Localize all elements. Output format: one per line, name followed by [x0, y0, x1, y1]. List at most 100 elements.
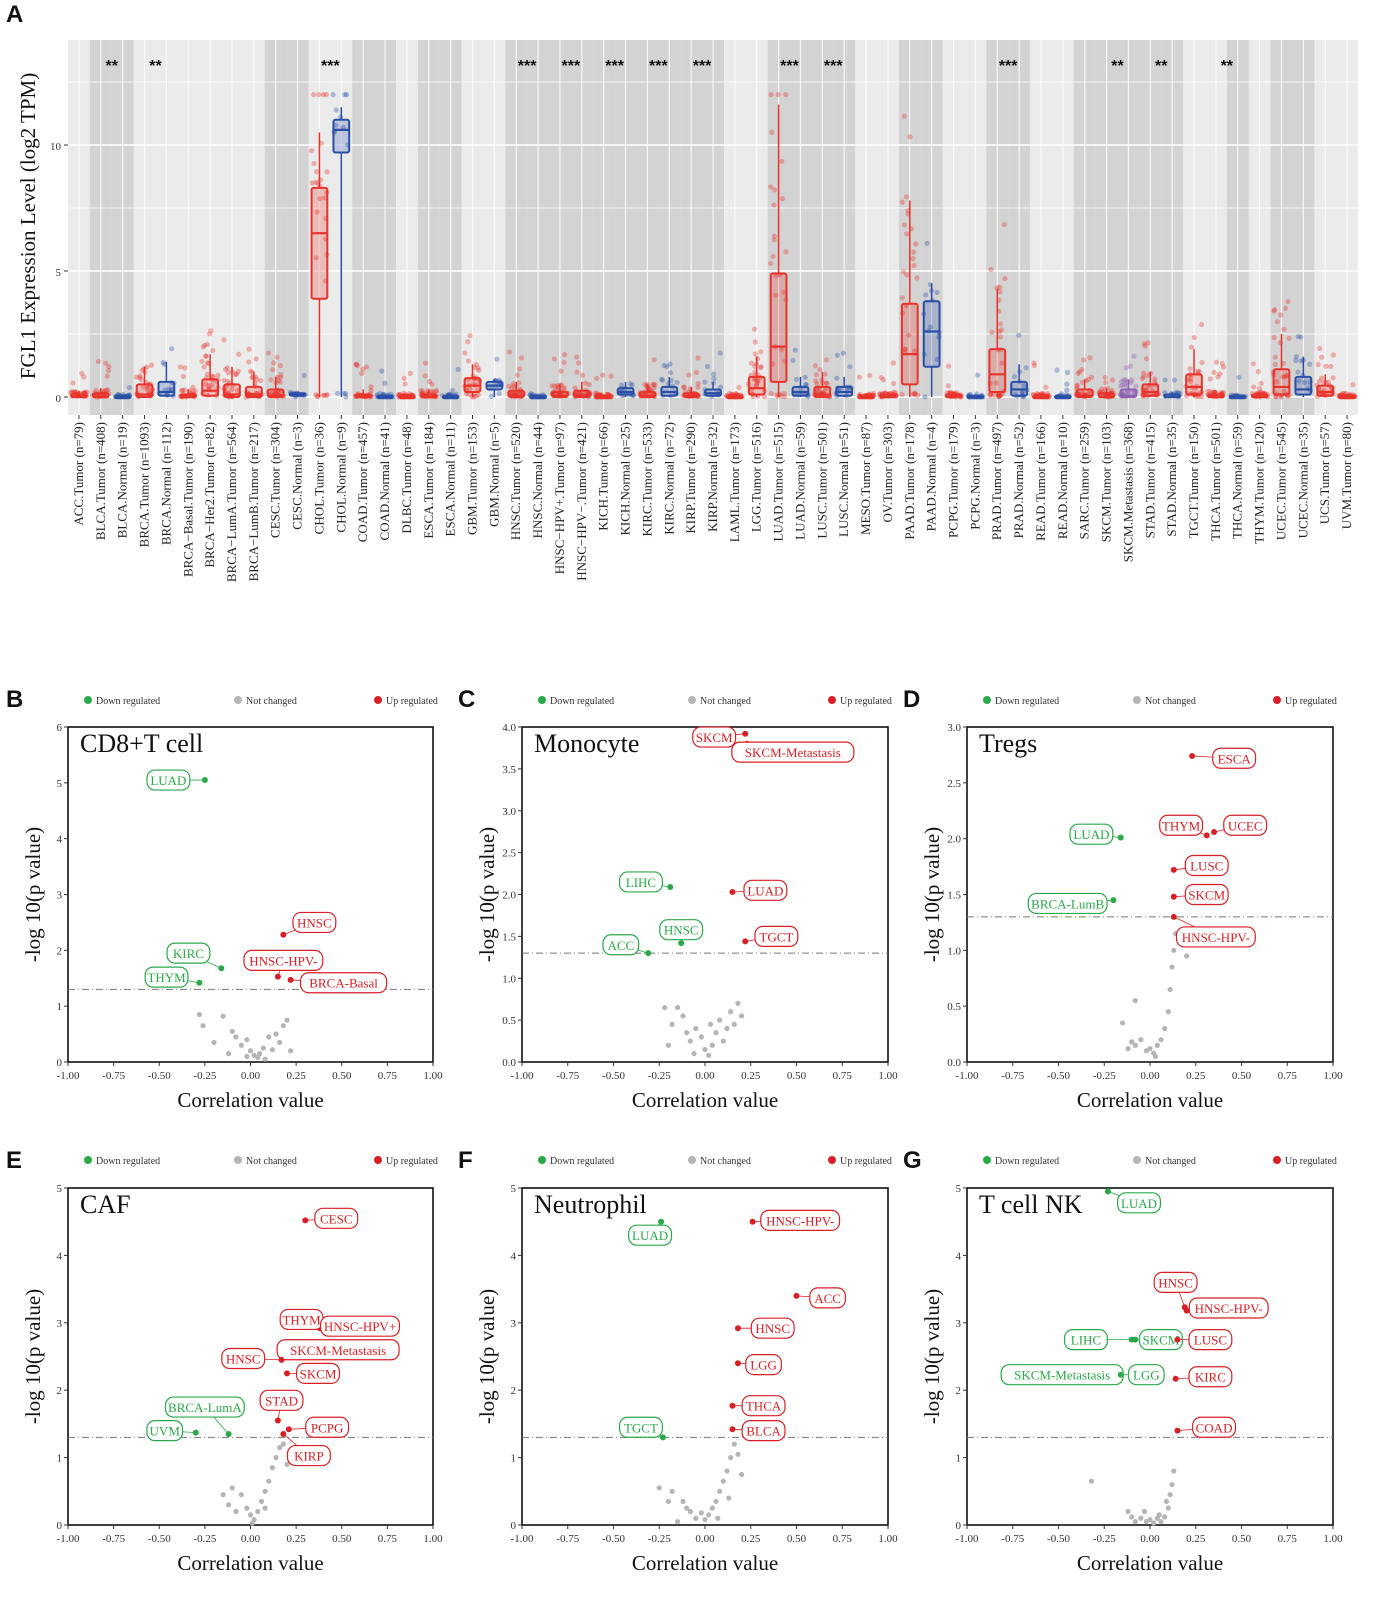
- not-changed-point: [260, 1045, 266, 1051]
- data-point: [674, 379, 680, 385]
- legend: Down regulated Not changed Up regulated: [538, 1156, 892, 1167]
- not-changed-point: [1132, 997, 1138, 1004]
- data-point: [1131, 353, 1137, 359]
- y-tick-label: 0: [57, 1057, 63, 1069]
- x-tick-label: -0.50: [602, 1533, 625, 1545]
- down-regulated-point: [1132, 1336, 1139, 1343]
- data-point: [923, 292, 929, 298]
- x-tick-label: -0.50: [602, 1070, 625, 1082]
- data-point: [419, 388, 426, 394]
- not-changed-point: [1171, 1468, 1177, 1474]
- not-changed-point: [284, 1461, 290, 1467]
- point-label-box: [296, 1362, 341, 1384]
- data-point: [778, 392, 784, 398]
- data-point: [277, 379, 283, 385]
- legend-marker-up: [374, 1156, 382, 1164]
- category-label: KICH.Tumor (n=66): [596, 422, 611, 531]
- y-tick-label: 0: [511, 1520, 517, 1532]
- data-point: [363, 364, 370, 370]
- volcano-panels: B Down regulated Not changed Up regulatedCD…: [6, 686, 1343, 1575]
- box-51: [1185, 373, 1203, 396]
- point-label-box: [760, 1209, 841, 1231]
- x-tick-label: 0.00: [695, 1070, 715, 1082]
- down-regulated-point: [1104, 1188, 1111, 1195]
- not-changed-point: [211, 1039, 217, 1046]
- data-point: [907, 134, 913, 140]
- not-changed-point: [226, 1502, 232, 1508]
- not-changed-point: [662, 1004, 668, 1011]
- not-changed-point: [691, 1051, 697, 1057]
- data-point: [177, 364, 183, 370]
- not-changed-point: [200, 1023, 206, 1029]
- data-point: [1317, 345, 1323, 351]
- not-changed-point: [709, 1042, 715, 1048]
- data-point: [1323, 363, 1329, 369]
- data-point: [726, 390, 733, 396]
- data-point: [1316, 378, 1323, 384]
- data-point: [1118, 383, 1124, 389]
- not-changed-point: [262, 1488, 268, 1494]
- data-point: [1274, 319, 1280, 325]
- plot-frame: [521, 726, 889, 1063]
- data-point: [1103, 380, 1109, 386]
- point-label: HNSC-HPV+: [324, 1319, 396, 1334]
- box-42: [988, 348, 1007, 393]
- point-label: TGCT: [624, 1420, 658, 1435]
- not-changed-point: [674, 1519, 681, 1525]
- data-point: [572, 385, 578, 391]
- x-tick-label: -1.00: [57, 1070, 80, 1082]
- down-regulated-point: [225, 1431, 232, 1438]
- legend-marker-down: [983, 1156, 991, 1164]
- significance-marker: **: [1155, 58, 1168, 75]
- point-label-box: [743, 879, 788, 901]
- legend-label-none: Not changed: [246, 1156, 297, 1167]
- point-label-box: [1184, 883, 1229, 906]
- y-tick-label: 3.5: [502, 764, 516, 776]
- legend-label-none: Not changed: [700, 1156, 751, 1167]
- volcano-panel-g: G Down regulated Not changed Up regulated T …: [903, 1147, 1343, 1575]
- legend-marker-down: [538, 1156, 546, 1164]
- legend-label-up: Up regulated: [840, 1156, 892, 1167]
- category-label: CESC.Tumor (n=304): [268, 422, 283, 538]
- data-point: [752, 339, 758, 345]
- data-point: [190, 388, 196, 394]
- data-point: [275, 377, 281, 383]
- data-point: [508, 385, 515, 391]
- data-point: [516, 380, 522, 386]
- box-11: [310, 186, 329, 300]
- data-point: [1207, 376, 1213, 382]
- data-point: [1023, 365, 1029, 371]
- point-label: SKCM-Metastasis: [290, 1343, 386, 1358]
- data-point: [81, 374, 87, 380]
- data-point: [906, 332, 912, 338]
- data-point: [1079, 367, 1085, 373]
- data-point: [354, 362, 360, 369]
- data-point: [210, 347, 216, 354]
- y-tick-label: 3: [57, 890, 63, 902]
- legend-marker-none: [234, 1156, 242, 1164]
- data-point: [945, 383, 951, 389]
- data-point: [311, 160, 317, 167]
- data-point: [137, 375, 143, 381]
- point-label: STAD: [265, 1393, 298, 1408]
- data-point: [466, 391, 472, 397]
- data-point: [1330, 375, 1336, 381]
- data-point: [899, 391, 905, 398]
- data-point: [510, 383, 517, 389]
- data-point: [1271, 334, 1277, 341]
- data-point: [1002, 275, 1008, 282]
- data-point: [208, 328, 214, 334]
- x-tick-label: 0.00: [1140, 1533, 1160, 1545]
- data-point: [997, 289, 1003, 295]
- data-point: [573, 354, 580, 360]
- data-point: [510, 381, 517, 387]
- data-point: [561, 385, 567, 391]
- not-changed-point: [665, 1498, 672, 1505]
- not-changed-point: [726, 1495, 732, 1501]
- data-point: [1122, 377, 1128, 383]
- data-point: [989, 329, 995, 335]
- data-point: [105, 387, 111, 393]
- point-label-box: [618, 871, 663, 893]
- not-changed-point: [739, 1471, 745, 1478]
